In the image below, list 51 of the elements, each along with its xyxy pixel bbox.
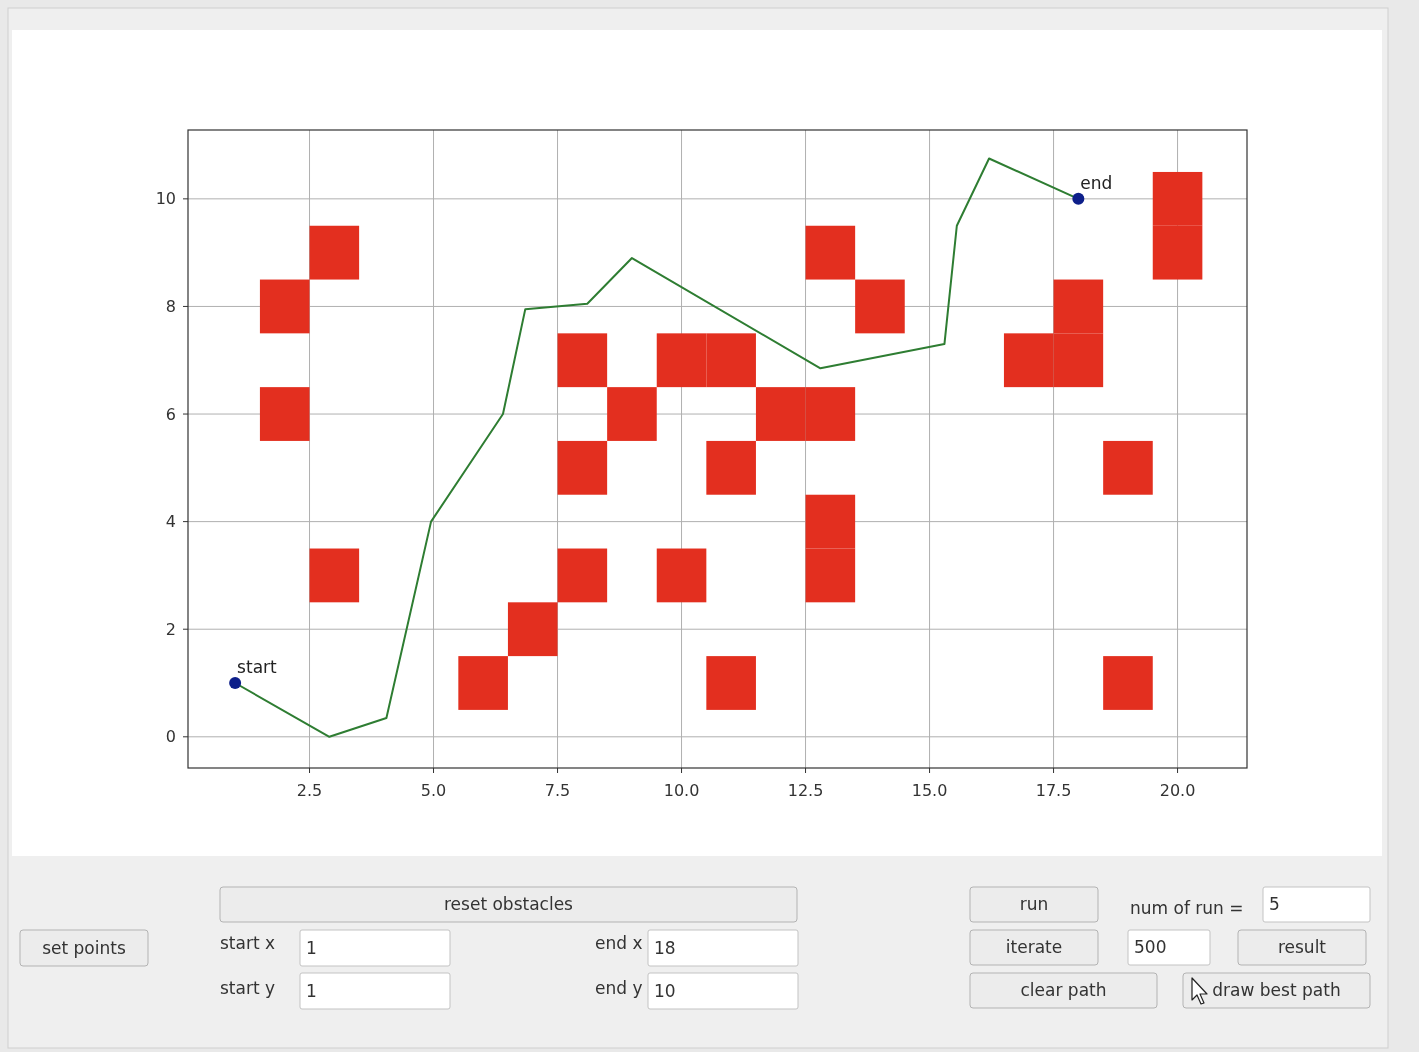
bar [805, 225, 856, 280]
bar [259, 279, 310, 334]
button: set points [19, 929, 149, 967]
y-tick-label: 4 [165, 512, 176, 532]
button: draw best path [1182, 972, 1371, 1009]
x-tick-label: 7.5 [544, 781, 571, 800]
button: clear path [969, 972, 1158, 1009]
y-tick-label: 2 [165, 619, 176, 639]
y-tick-label: 8 [165, 297, 176, 317]
x-tick-label: 5.0 [420, 781, 447, 800]
bar [259, 387, 310, 441]
bar [557, 333, 608, 388]
bar [1103, 656, 1153, 710]
bar [1103, 440, 1153, 495]
text-field: 5 [1262, 886, 1371, 923]
bar [557, 440, 608, 495]
bar [706, 656, 756, 710]
bar [507, 602, 558, 657]
text-field: 1 [299, 972, 451, 1010]
bar [855, 279, 905, 334]
x-tick-label: 15.0 [911, 781, 948, 800]
button: iterate [969, 929, 1099, 966]
x-tick-label: 12.5 [787, 781, 824, 800]
text-field: 500 [1127, 929, 1211, 966]
button: reset obstacles [219, 886, 798, 923]
x-tick-label: 2.5 [296, 781, 323, 800]
y-tick-label: 10 [155, 189, 176, 209]
text: start x [220, 932, 276, 953]
x-tick-label: 20.0 [1159, 781, 1196, 800]
text-field: 1 [299, 929, 451, 967]
bar [706, 440, 756, 495]
x-tick-label: 17.5 [1035, 781, 1072, 800]
text: end x [595, 932, 643, 953]
y-tick-label: 0 [165, 727, 176, 747]
bar [656, 548, 707, 603]
annotation: start [237, 657, 278, 678]
bar [309, 225, 360, 280]
text: start y [220, 977, 276, 998]
annotation: end [1080, 172, 1113, 193]
bar [557, 548, 608, 603]
text-field: 10 [647, 972, 799, 1010]
text: end y [595, 977, 643, 998]
x-tick-label: 10.0 [663, 781, 700, 800]
bar [607, 387, 657, 441]
bar [309, 548, 360, 603]
y-tick-label: 6 [165, 404, 176, 424]
text: num of run = [1130, 897, 1244, 918]
text-field: 18 [647, 929, 799, 967]
button: result [1237, 929, 1367, 966]
button: run [969, 886, 1099, 923]
bar [458, 656, 508, 710]
